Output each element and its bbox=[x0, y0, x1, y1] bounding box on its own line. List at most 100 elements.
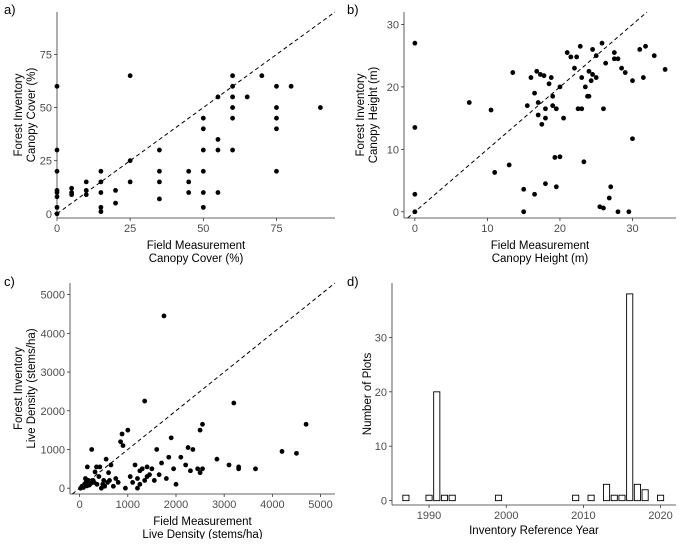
data-point bbox=[159, 460, 164, 466]
data-point bbox=[615, 56, 621, 62]
data-point bbox=[492, 170, 498, 175]
data-point bbox=[279, 449, 285, 454]
y-tick-label: 25 bbox=[40, 156, 52, 168]
y-axis-title: Forest Inventory bbox=[13, 347, 25, 430]
data-point bbox=[123, 485, 128, 491]
y-tick-label: 0 bbox=[59, 483, 65, 495]
data-point bbox=[127, 179, 133, 185]
data-point bbox=[185, 445, 191, 450]
data-point bbox=[588, 78, 594, 84]
data-point bbox=[94, 464, 99, 470]
data-point bbox=[200, 168, 206, 174]
data-point bbox=[630, 78, 635, 84]
data-point bbox=[582, 84, 588, 90]
data-point bbox=[157, 196, 162, 202]
data-point bbox=[521, 186, 527, 192]
data-point bbox=[521, 209, 527, 215]
data-point bbox=[157, 168, 162, 174]
y-tick-label: 0 bbox=[46, 209, 52, 221]
data-point bbox=[98, 168, 104, 174]
x-tick-label: 3000 bbox=[212, 499, 236, 511]
data-point bbox=[69, 185, 75, 191]
data-point bbox=[144, 464, 150, 470]
y-tick-label: 3000 bbox=[41, 367, 65, 379]
y-tick-label: 20 bbox=[387, 82, 399, 94]
data-point bbox=[488, 107, 494, 113]
panel-label: c) bbox=[4, 274, 15, 289]
reference-line-1to1 bbox=[407, 11, 648, 219]
data-point bbox=[259, 73, 265, 79]
data-point bbox=[108, 462, 114, 468]
data-point bbox=[550, 93, 556, 99]
data-point bbox=[54, 211, 60, 217]
y-tick-label: 1000 bbox=[41, 444, 65, 456]
histogram-bar bbox=[433, 391, 441, 502]
y-tick-label: 20 bbox=[375, 387, 387, 399]
y-tick-label: 30 bbox=[375, 332, 387, 344]
data-point bbox=[230, 115, 235, 121]
data-point bbox=[561, 115, 566, 121]
data-point bbox=[127, 73, 133, 79]
data-point bbox=[253, 466, 258, 472]
data-point bbox=[118, 439, 123, 445]
x-tick-label: 4000 bbox=[260, 499, 284, 511]
data-point bbox=[97, 464, 103, 470]
data-point bbox=[412, 209, 418, 215]
data-point bbox=[543, 106, 548, 112]
data-point bbox=[274, 126, 279, 132]
data-point bbox=[101, 478, 107, 483]
data-point bbox=[553, 184, 559, 190]
data-point bbox=[135, 485, 140, 491]
data-point bbox=[98, 209, 104, 215]
data-point bbox=[622, 70, 628, 75]
data-point bbox=[135, 476, 140, 481]
data-point bbox=[186, 190, 192, 195]
x-axis-subtitle: Canopy Cover (%) bbox=[149, 253, 244, 265]
data-point bbox=[200, 421, 205, 427]
data-point bbox=[102, 483, 108, 489]
data-point bbox=[537, 72, 543, 77]
histogram-bar bbox=[572, 494, 580, 502]
data-point bbox=[54, 190, 60, 195]
data-point bbox=[200, 115, 206, 121]
data-point bbox=[637, 47, 643, 52]
data-point bbox=[83, 187, 89, 193]
histogram-bar bbox=[425, 494, 433, 502]
histogram-bar bbox=[440, 494, 449, 502]
data-point bbox=[127, 158, 133, 164]
data-point bbox=[615, 209, 621, 215]
data-point bbox=[557, 84, 563, 90]
data-point bbox=[132, 462, 138, 468]
data-point bbox=[54, 204, 60, 210]
data-point bbox=[215, 137, 221, 142]
data-point bbox=[163, 476, 169, 481]
x-tick-label: 5000 bbox=[308, 499, 332, 511]
data-point bbox=[590, 47, 595, 52]
y-tick-label: 0 bbox=[381, 496, 387, 508]
x-tick-label: 2000 bbox=[494, 510, 518, 522]
data-point bbox=[54, 83, 60, 89]
x-tick-label: 20 bbox=[554, 223, 566, 235]
x-tick-label: 0 bbox=[54, 223, 60, 235]
data-point bbox=[168, 435, 174, 441]
data-point bbox=[214, 456, 220, 462]
x-tick-label: 0 bbox=[412, 223, 418, 235]
data-point bbox=[601, 205, 606, 211]
data-point bbox=[593, 75, 599, 80]
y-tick-label: 50 bbox=[40, 103, 52, 115]
data-point bbox=[110, 483, 116, 489]
x-tick-label: 25 bbox=[124, 223, 136, 235]
data-point bbox=[236, 464, 242, 470]
data-point bbox=[83, 179, 89, 185]
data-point bbox=[643, 43, 648, 49]
y-tick-label: 10 bbox=[387, 144, 399, 156]
y-axis-title: Number of Plots bbox=[362, 353, 374, 436]
data-point bbox=[524, 103, 530, 109]
data-point bbox=[412, 191, 418, 197]
data-point bbox=[188, 468, 193, 474]
data-point bbox=[130, 479, 136, 485]
data-point bbox=[200, 204, 206, 210]
